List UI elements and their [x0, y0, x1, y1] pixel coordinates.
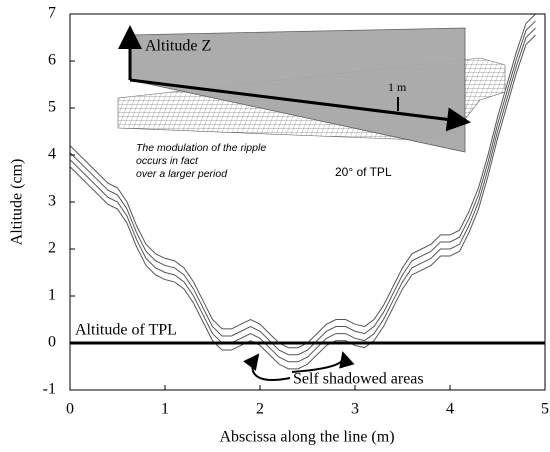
inset-note: 20° of TPL — [335, 165, 392, 179]
x-tick-label: 2 — [256, 401, 264, 418]
y-tick-label: 2 — [48, 240, 56, 257]
y-tick-label: -1 — [43, 381, 56, 398]
inset-note: occurs in fact — [136, 155, 199, 167]
y-tick-label: 6 — [48, 52, 56, 69]
y-tick-label: 5 — [48, 99, 56, 116]
annotation-arrow — [253, 355, 290, 380]
annotation: Self shadowed areas — [293, 371, 424, 388]
x-tick-label: 3 — [351, 401, 359, 418]
inset-diagram: Altitude Z 1 m The modulation of the rip… — [118, 28, 505, 180]
inset-note: over a larger period — [136, 168, 228, 180]
y-tick-label: 4 — [48, 146, 56, 163]
y-tick-label: 7 — [48, 5, 56, 22]
chart: Altitude Z 1 m The modulation of the rip… — [0, 0, 550, 452]
x-tick-label: 5 — [541, 401, 549, 418]
y-tick-label: 1 — [48, 287, 56, 304]
y-tick-label: 3 — [48, 193, 56, 210]
x-tick-label: 0 — [66, 401, 74, 418]
inset-note: The modulation of the ripple — [136, 142, 266, 154]
inset-label: 1 m — [388, 80, 407, 94]
x-tick-label: 1 — [161, 401, 169, 418]
x-axis-label: Abscissa along the line (m) — [219, 429, 394, 446]
reference-label: Altitude of TPL — [75, 322, 177, 339]
x-tick-label: 4 — [446, 401, 454, 418]
y-axis-label: Altitude (cm) — [9, 159, 26, 246]
annotation-arrow — [292, 353, 344, 372]
y-tick-label: 0 — [48, 334, 56, 351]
inset-label: Altitude Z — [145, 38, 211, 55]
